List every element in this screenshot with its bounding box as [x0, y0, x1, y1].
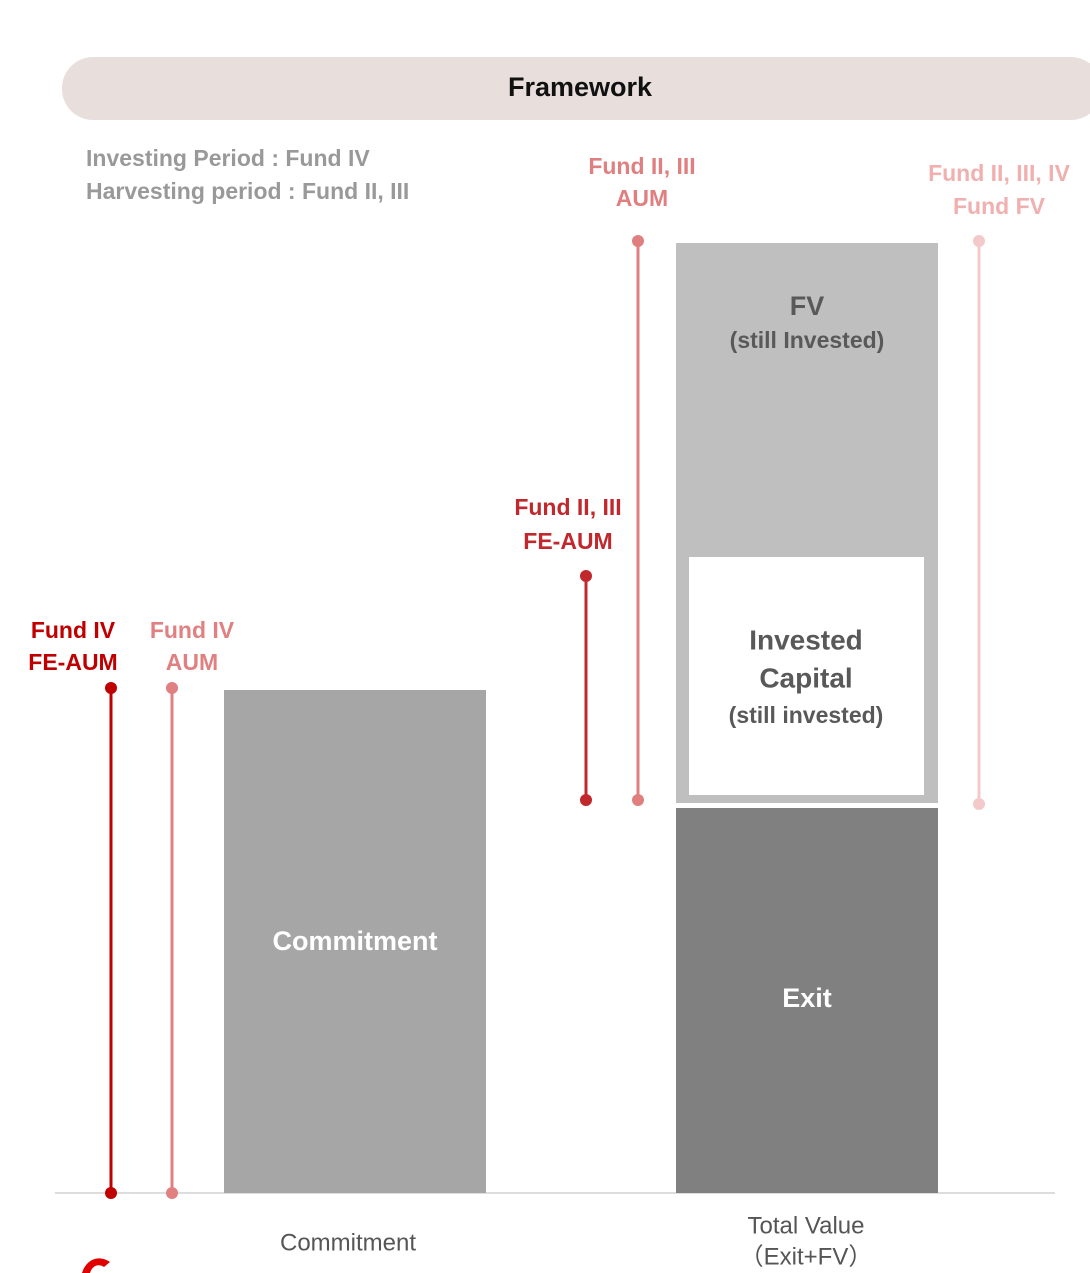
marker-label: FE-AUM	[28, 649, 117, 675]
logo	[82, 1258, 110, 1273]
axis-label: （Exit+FV）	[740, 1243, 873, 1270]
marker-label: FE-AUM	[523, 528, 612, 554]
marker-label: AUM	[616, 185, 668, 211]
marker-label: Fund IV	[150, 617, 235, 643]
marker-label: Fund IV	[31, 617, 116, 643]
marker-fund-fv	[973, 235, 985, 810]
marker-fund-ii-iii-fe-aum	[580, 570, 592, 806]
bar-label: Commitment	[272, 926, 437, 956]
marker-label: Fund FV	[953, 193, 1046, 219]
marker-fund-iv-fe-aum	[105, 682, 117, 1199]
marker-label: Fund II, III, IV	[928, 160, 1070, 186]
marker-label: Fund II, III	[588, 153, 695, 179]
invested-box	[689, 557, 924, 795]
commitment-bar	[224, 690, 486, 1193]
header-bar	[62, 57, 1090, 120]
note: Harvesting period : Fund II, III	[86, 178, 409, 204]
bar-label: Exit	[782, 983, 832, 1013]
marker-fund-ii-iii-aum	[632, 235, 644, 806]
bar-label: Capital	[759, 662, 852, 693]
header-title: Framework	[508, 72, 653, 102]
marker-label: Fund II, III	[514, 494, 621, 520]
axis-label: Commitment	[280, 1229, 416, 1256]
bar-label: (still Invested)	[730, 327, 885, 353]
exit-bar	[676, 808, 938, 1193]
marker-fund-iv-aum	[166, 682, 178, 1199]
marker-label: AUM	[166, 649, 218, 675]
note: Investing Period : Fund IV	[86, 145, 370, 171]
bar-label: FV	[790, 291, 825, 321]
axis-label: Total Value	[748, 1212, 865, 1239]
bar-label: Invested	[749, 624, 863, 655]
bar-label: (still invested)	[729, 702, 884, 728]
